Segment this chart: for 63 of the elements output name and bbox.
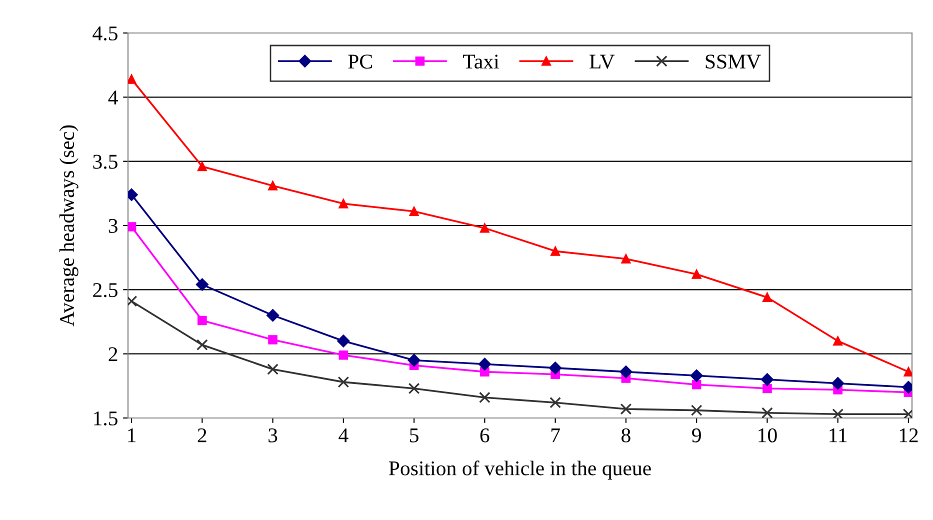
x-tick-label: 9 <box>692 428 701 442</box>
point <box>478 392 490 404</box>
point <box>620 366 632 378</box>
y-tick-label: 2 <box>108 347 118 362</box>
point <box>408 354 420 366</box>
x-tick-label: 3 <box>268 428 278 442</box>
point <box>337 334 350 348</box>
point <box>338 350 348 360</box>
y-tick-label: 1.5 <box>94 411 118 426</box>
point <box>690 404 702 416</box>
point <box>338 199 348 208</box>
point <box>762 407 773 418</box>
point <box>692 270 702 279</box>
point <box>620 403 632 415</box>
point <box>409 206 419 216</box>
point <box>198 316 207 326</box>
point <box>549 362 562 374</box>
y-tick-label: 3 <box>108 218 118 233</box>
point <box>268 335 278 344</box>
x-tick-label: 1 <box>128 428 136 442</box>
point <box>832 408 844 418</box>
x-tick-label: 12 <box>900 428 918 442</box>
point <box>196 278 208 291</box>
legend-label: LV <box>590 54 615 69</box>
y-tick-label: 4 <box>108 90 118 104</box>
point <box>266 309 280 322</box>
point <box>268 181 278 190</box>
point <box>480 223 490 233</box>
x-tick-label: 2 <box>198 428 206 442</box>
x-tick-label: 5 <box>410 428 418 442</box>
point <box>478 358 491 370</box>
point <box>196 339 208 351</box>
point <box>128 222 136 232</box>
x-tick-label: 11 <box>830 428 847 442</box>
x-tick-label: 8 <box>622 428 630 442</box>
y-tick-label: 3.5 <box>93 154 118 169</box>
x-tick-label: 10 <box>758 428 777 442</box>
point <box>690 369 703 382</box>
point <box>408 382 420 394</box>
y-axis-title: Average headways (sec) <box>59 125 78 326</box>
point <box>267 364 278 375</box>
x-tick-label: 4 <box>338 428 348 442</box>
point <box>550 396 562 408</box>
legend-label: Taxi <box>463 54 499 69</box>
point <box>762 292 772 302</box>
point <box>621 254 631 264</box>
point <box>198 162 207 172</box>
x-axis-title: Position of vehicle in the queue <box>388 460 651 480</box>
point <box>904 367 912 376</box>
point <box>762 384 772 394</box>
point <box>338 376 350 388</box>
legend-label: SSMV <box>706 54 761 69</box>
point <box>760 373 774 386</box>
point <box>832 377 844 390</box>
x-tick-label: 6 <box>480 428 490 442</box>
point <box>833 336 842 346</box>
x-tick-label: 7 <box>551 428 560 442</box>
y-tick-label: 4.5 <box>92 26 118 41</box>
point <box>550 246 560 256</box>
point <box>128 74 136 84</box>
y-tick-label: 2.5 <box>93 283 118 298</box>
point <box>692 380 702 390</box>
legend-label: PC <box>348 54 372 69</box>
